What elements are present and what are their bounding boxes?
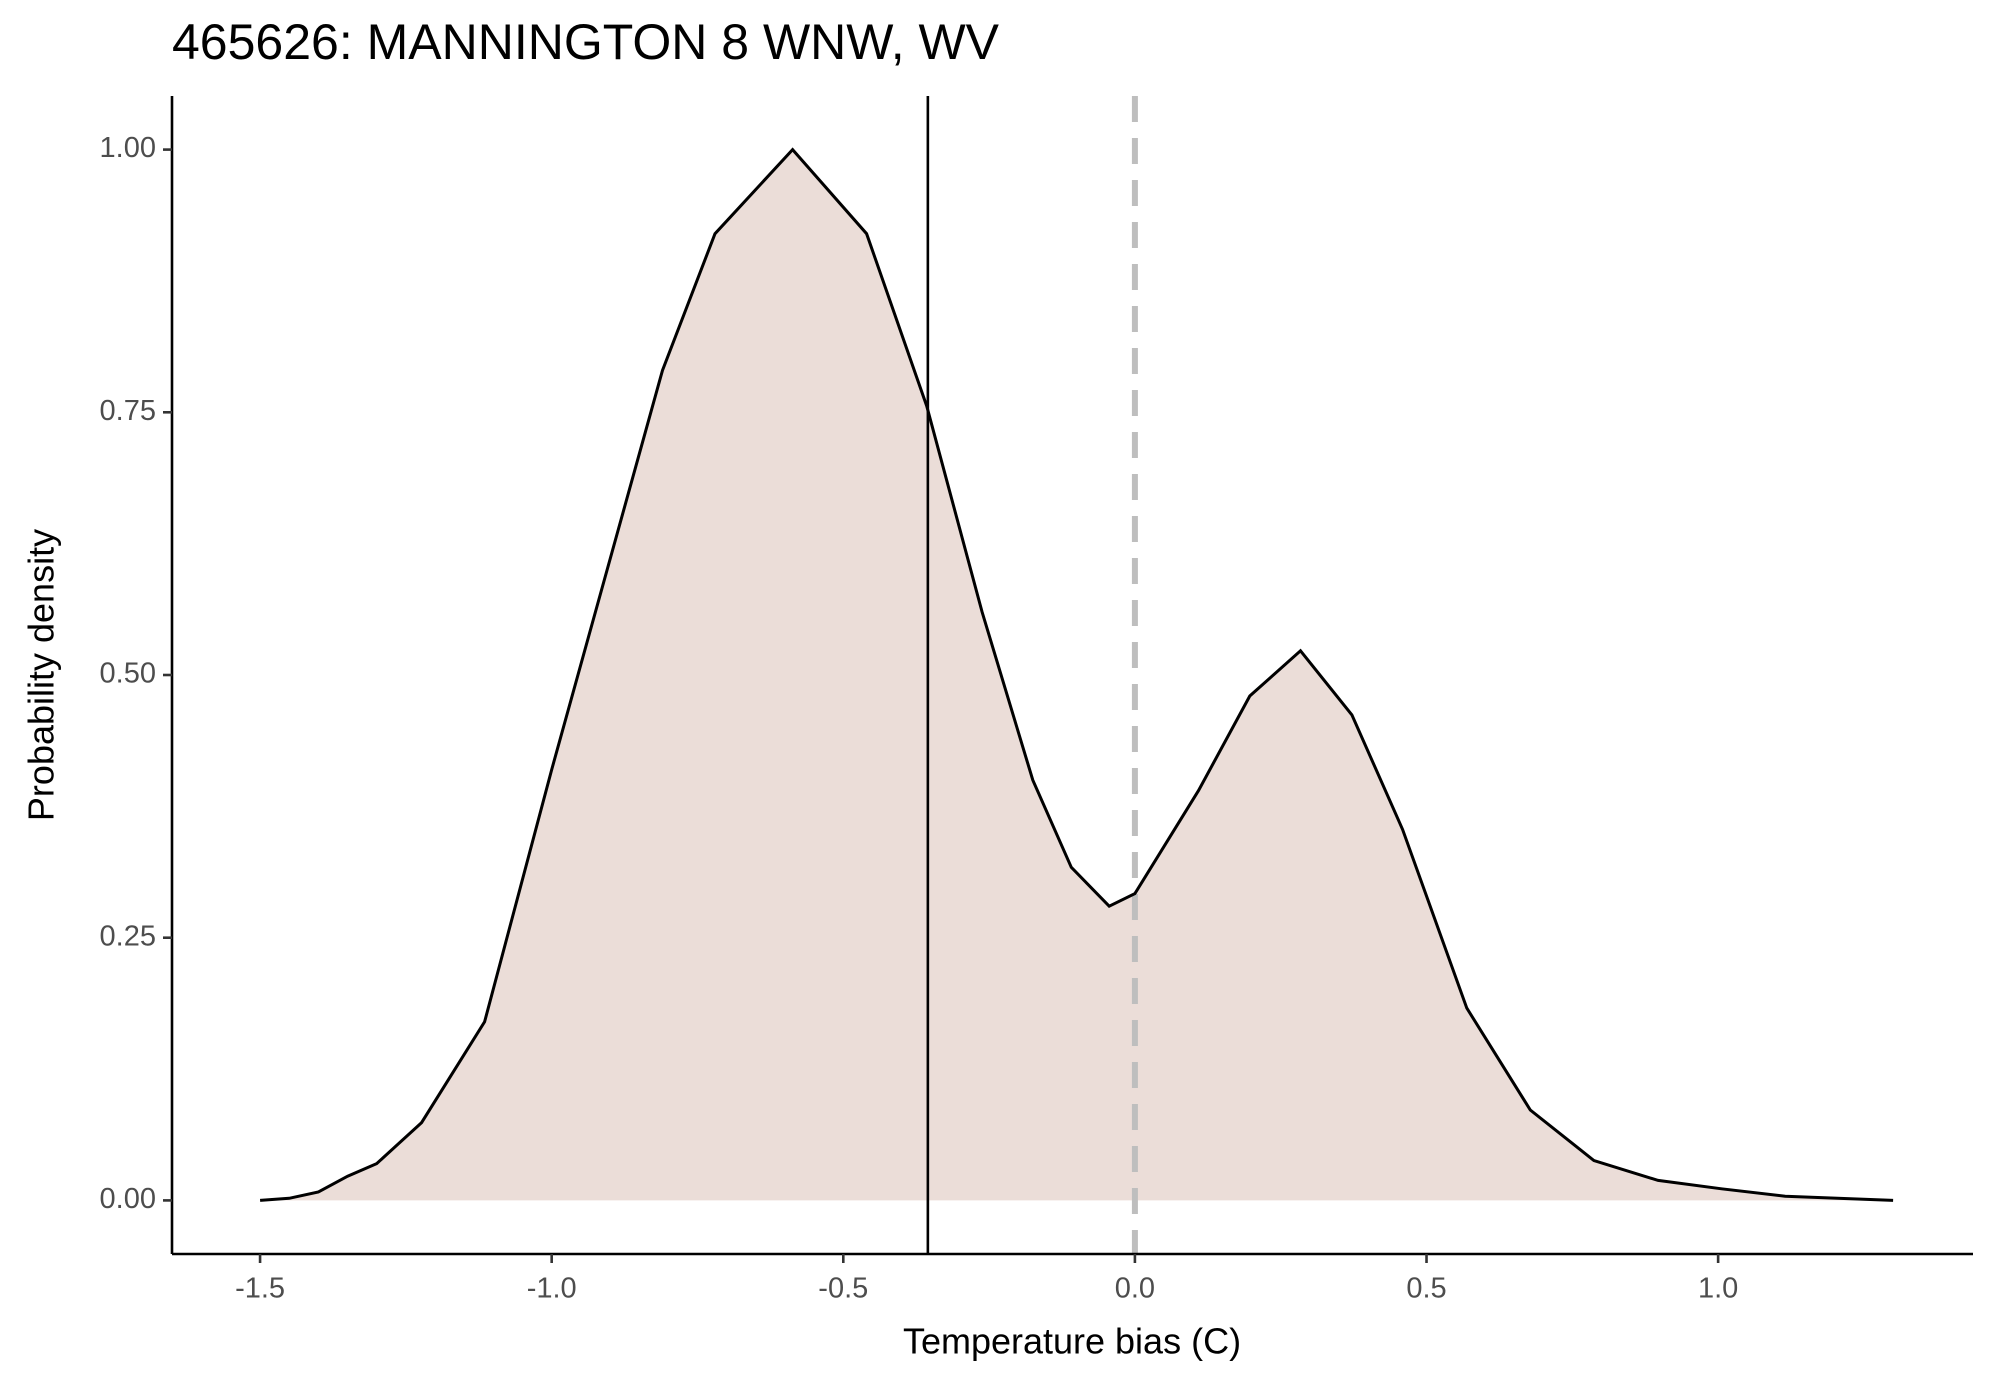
y-axis-title: Probability density: [21, 529, 62, 821]
y-tick-label: 0.75: [100, 395, 156, 427]
density-area: [260, 149, 1894, 1201]
x-tick-label: -1.5: [235, 1273, 285, 1305]
y-tick-label: 0.50: [100, 658, 156, 690]
y-tick-label: 0.25: [100, 920, 156, 952]
x-tick-label: -0.5: [818, 1273, 868, 1305]
x-axis-title: Temperature bias (C): [903, 1321, 1241, 1362]
density-line: [259, 147, 1894, 1202]
x-tick-label: 0.0: [1115, 1273, 1155, 1305]
x-tick-label: 0.5: [1406, 1273, 1446, 1305]
y-tick-label: 0.00: [100, 1183, 156, 1215]
y-tick-label: 1.00: [100, 132, 156, 164]
x-tick-label: -1.0: [527, 1273, 577, 1305]
chart-title: 465626: MANNINGTON 8 WNW, WV: [172, 14, 1000, 70]
x-tick-label: 1.0: [1698, 1273, 1738, 1305]
